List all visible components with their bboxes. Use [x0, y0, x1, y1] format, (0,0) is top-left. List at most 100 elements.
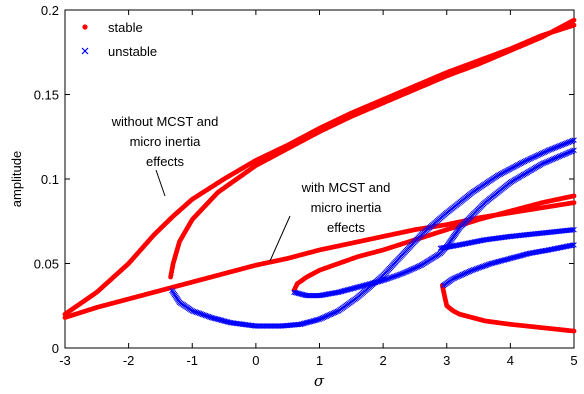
- unstable-point: [334, 308, 340, 315]
- unstable-point: [555, 154, 561, 160]
- y-axis-title: amplitude: [9, 151, 24, 207]
- unstable-point: [468, 268, 474, 274]
- stable-point: [571, 193, 577, 199]
- unstable-point: [198, 311, 204, 317]
- unstable-point: [534, 152, 540, 159]
- unstable-point: [189, 308, 196, 314]
- stable-branch-4: [439, 283, 577, 334]
- unstable-point: [406, 267, 412, 274]
- unstable-point: [566, 149, 573, 155]
- unstable-point: [195, 310, 201, 316]
- y-tick-label: 0.05: [34, 257, 59, 272]
- unstable-point: [569, 137, 576, 144]
- unstable-point: [479, 263, 486, 270]
- unstable-point: [548, 157, 554, 163]
- x-tick-label: 2: [380, 353, 387, 368]
- unstable-point: [476, 264, 483, 271]
- unstable-point: [404, 268, 411, 274]
- y-tick-label: 0.15: [34, 88, 59, 103]
- data-series: [62, 17, 577, 334]
- unstable-point: [548, 146, 555, 152]
- unstable-point: [556, 153, 563, 160]
- unstable-point: [552, 144, 559, 151]
- y-tick-label: 0.1: [41, 172, 59, 187]
- unstable-point: [204, 313, 210, 319]
- unstable-point: [523, 158, 529, 164]
- unstable-point: [330, 310, 336, 316]
- unstable-point: [569, 227, 576, 233]
- unstable-point: [564, 150, 570, 157]
- unstable-point: [559, 152, 566, 158]
- legend-unstable-marker: [81, 47, 89, 55]
- unstable-point: [451, 275, 458, 281]
- unstable-point: [450, 275, 456, 282]
- unstable-point: [524, 157, 531, 163]
- x-tick-label: -3: [59, 353, 71, 368]
- axis-ticks: -3 -2 -1 0 1 2 3 4 5 0 0.05 0.1 0.15 0.2: [34, 3, 578, 368]
- unstable-point: [553, 154, 560, 161]
- annotation-with-mcst: with MCST and micro inertia effects: [269, 180, 390, 262]
- unstable-point: [528, 155, 535, 161]
- unstable-point: [559, 141, 566, 148]
- stable-branch-0: [62, 22, 577, 317]
- y-tick-label: 0.2: [41, 3, 59, 18]
- unstable-point: [458, 272, 465, 278]
- unstable-point: [526, 156, 532, 163]
- stable-point: [571, 22, 577, 28]
- unstable-branch-6: [291, 147, 577, 299]
- unstable-point: [565, 149, 571, 156]
- unstable-point: [390, 274, 397, 280]
- unstable-point: [190, 308, 197, 315]
- unstable-point: [561, 151, 567, 158]
- unstable-point: [568, 138, 574, 145]
- unstable-point: [393, 272, 400, 279]
- unstable-point: [323, 313, 330, 320]
- unstable-point: [457, 272, 463, 279]
- unstable-point: [383, 276, 389, 283]
- unstable-point: [473, 265, 480, 272]
- unstable-point: [562, 151, 569, 157]
- unstable-point: [475, 265, 481, 271]
- x-tick-label: -1: [186, 353, 198, 368]
- stable-branch-2: [62, 200, 577, 320]
- legend-stable-label: stable: [108, 20, 143, 35]
- unstable-point: [543, 159, 550, 165]
- unstable-point: [484, 262, 490, 268]
- stable-point: [571, 17, 577, 23]
- unstable-point: [555, 143, 562, 150]
- unstable-point: [549, 156, 556, 163]
- unstable-point: [417, 263, 423, 269]
- unstable-point: [193, 309, 200, 316]
- annotation-with-line-2: micro inertia: [311, 200, 383, 215]
- unstable-point: [331, 309, 338, 316]
- annotation-without-mcst: without MCST and micro inertia effects: [111, 114, 218, 197]
- unstable-point: [414, 264, 420, 270]
- unstable-point: [540, 160, 547, 166]
- unstable-point: [407, 267, 414, 273]
- unstable-point: [387, 275, 394, 281]
- unstable-point: [413, 264, 419, 271]
- unstable-point: [545, 147, 552, 154]
- stable-point: [571, 328, 577, 334]
- annotation-with-pointer: [269, 215, 291, 262]
- unstable-point: [318, 315, 324, 322]
- unstable-point: [540, 150, 546, 156]
- annotation-without-pointer: [155, 169, 166, 197]
- unstable-point: [327, 311, 334, 318]
- unstable-point: [462, 270, 469, 277]
- unstable-branch-5: [169, 137, 577, 329]
- x-tick-label: 5: [570, 353, 577, 368]
- unstable-point: [192, 309, 198, 315]
- legend: stable unstable: [81, 20, 157, 59]
- unstable-point: [571, 242, 577, 248]
- unstable-point: [454, 274, 460, 280]
- unstable-point: [389, 274, 395, 281]
- x-tick-label: 3: [443, 353, 450, 368]
- legend-unstable-label: unstable: [108, 44, 157, 59]
- unstable-point: [463, 269, 470, 276]
- unstable-point: [569, 148, 576, 154]
- unstable-point: [201, 312, 207, 318]
- unstable-point: [333, 309, 339, 315]
- unstable-point: [550, 145, 556, 152]
- unstable-point: [551, 156, 557, 162]
